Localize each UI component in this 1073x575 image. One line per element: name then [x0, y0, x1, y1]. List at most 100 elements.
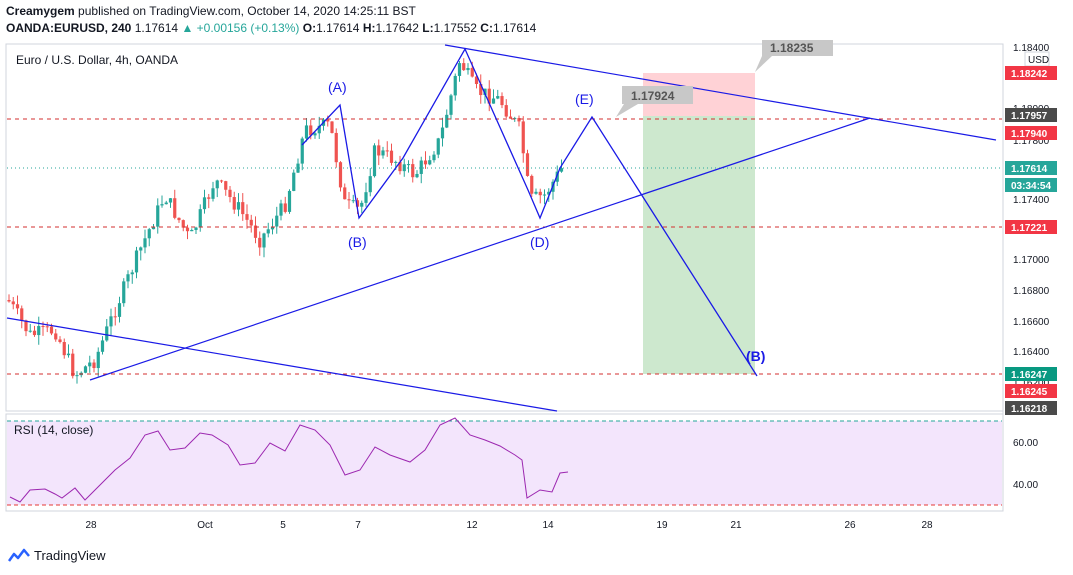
- candle-body: [496, 96, 500, 99]
- candle-body: [24, 320, 28, 332]
- candle-body: [202, 197, 207, 210]
- price-tag-label: 03:34:54: [1011, 181, 1051, 192]
- candle-body: [292, 172, 296, 191]
- time-tick-label: 21: [730, 520, 742, 531]
- candle-body: [530, 175, 534, 194]
- candle-body: [343, 187, 347, 200]
- candle-body: [45, 326, 49, 328]
- candle-body: [245, 214, 249, 220]
- candle-body: [474, 76, 479, 85]
- wave-pattern: [301, 47, 758, 377]
- candle-body: [555, 171, 559, 182]
- price-tag-bg: [1005, 367, 1057, 381]
- candle-body: [207, 197, 211, 199]
- price-tag-bg: [1005, 126, 1057, 140]
- candle-body: [224, 181, 228, 190]
- candle-body: [381, 150, 385, 156]
- candle-body: [330, 121, 334, 133]
- candle-body: [109, 316, 113, 327]
- candle-body: [402, 164, 406, 172]
- price-tag-bg: [1005, 384, 1057, 398]
- candle-body: [71, 353, 75, 377]
- high-value: 1.17642: [375, 21, 419, 35]
- candle-body: [423, 160, 428, 165]
- candle-body: [508, 116, 513, 119]
- svg-text:1.16200: 1.16200: [1013, 378, 1050, 389]
- candle-body: [559, 168, 564, 172]
- candle-body: [266, 229, 270, 234]
- candle-body: [28, 330, 32, 332]
- candle-body: [139, 247, 143, 251]
- wave-label-a: (A): [328, 79, 347, 95]
- candle-body: [211, 188, 215, 199]
- publish-info: published on TradingView.com, October 14…: [78, 4, 416, 18]
- low-label: L:: [422, 21, 434, 35]
- candle-body: [462, 63, 466, 71]
- rsi-axis-ticks: 60.00 40.00: [1013, 438, 1038, 491]
- candle-body: [75, 375, 79, 377]
- svg-text:1.16600: 1.16600: [1013, 317, 1050, 328]
- close-value: 1.17614: [492, 21, 537, 35]
- tradingview-logo-icon: [8, 548, 30, 562]
- price-tag-label: 1.17957: [1011, 111, 1048, 122]
- candle-body: [160, 204, 164, 206]
- candle-body: [317, 125, 321, 134]
- svg-text:1.18235: 1.18235: [770, 41, 814, 55]
- candle-body: [173, 198, 177, 218]
- candle-body: [428, 160, 432, 165]
- rsi-band: [7, 421, 1002, 505]
- candle-body: [20, 308, 24, 321]
- candle-body: [113, 316, 117, 318]
- lower-trendline: [89, 117, 871, 381]
- candle-body: [538, 191, 542, 196]
- price-tag-label: 1.18242: [1011, 69, 1048, 80]
- candle-body: [228, 189, 232, 198]
- rsi-title: RSI (14, close): [14, 423, 93, 437]
- candle-body: [62, 342, 66, 356]
- candle-body: [326, 119, 330, 122]
- candle-body: [411, 164, 415, 178]
- candle-body: [130, 272, 134, 275]
- candle-body: [347, 199, 351, 201]
- candle-body: [185, 227, 190, 232]
- candle-body: [126, 274, 130, 282]
- time-tick-label: 19: [656, 520, 668, 531]
- candle-body: [134, 250, 139, 273]
- candle-body: [419, 160, 423, 174]
- wave-label-b: (B): [348, 234, 367, 250]
- candle-body: [37, 326, 41, 336]
- candle-body: [453, 75, 457, 96]
- high-label: H:: [362, 21, 376, 35]
- close-label: C:: [480, 21, 493, 35]
- author-name[interactable]: Creamygem: [6, 4, 75, 18]
- time-tick-label: 14: [542, 520, 554, 531]
- candle-body: [351, 200, 355, 202]
- candle-body: [122, 281, 126, 304]
- upper-trendline: [444, 44, 997, 141]
- candle-body: [190, 229, 194, 232]
- svg-text:1.18400: 1.18400: [1013, 43, 1050, 54]
- candle-body: [525, 153, 530, 176]
- price-tags: 1.18242 1.17957 1.17940 1.17614 03:34:54 1.17…: [1005, 66, 1057, 415]
- brand-name: TradingView: [34, 547, 106, 563]
- candle-body: [300, 138, 304, 164]
- price-tag-bg: [1005, 108, 1057, 122]
- candle-body: [338, 162, 343, 188]
- candle-body: [466, 68, 470, 71]
- svg-text:40.00: 40.00: [1013, 480, 1038, 491]
- candle-body: [105, 326, 109, 341]
- candle-body: [232, 197, 236, 210]
- price-tag-label: 1.16245: [1011, 387, 1048, 398]
- last-price: 1.17614: [134, 21, 179, 35]
- candle-body: [287, 190, 292, 212]
- candle-body: [313, 133, 317, 136]
- candle-body: [164, 202, 168, 205]
- candle-body: [96, 351, 100, 369]
- price-tag-bg: [1005, 220, 1057, 234]
- candle-body: [547, 191, 551, 195]
- candle-body: [372, 145, 377, 177]
- footer-brand[interactable]: TradingView: [8, 547, 106, 563]
- candle-body: [504, 105, 508, 117]
- candle-body: [406, 164, 411, 166]
